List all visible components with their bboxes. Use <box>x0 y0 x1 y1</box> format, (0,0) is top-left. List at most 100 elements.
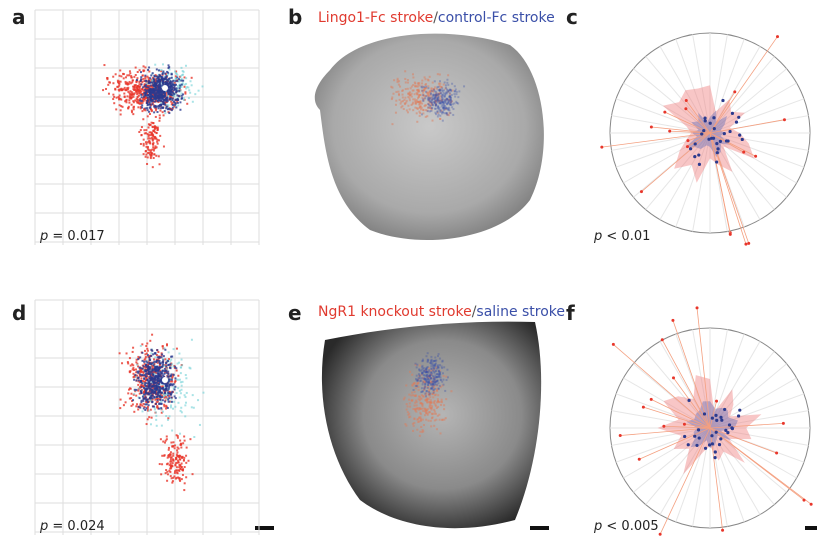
trace-dot <box>422 94 424 96</box>
trace-dot <box>137 377 139 379</box>
trace-dot <box>434 80 436 82</box>
stat-value: < 0.01 <box>606 229 650 244</box>
endpoint <box>662 425 665 428</box>
trace-dot <box>113 96 115 98</box>
trace-dot <box>395 100 397 102</box>
endpoint <box>720 419 723 422</box>
trace-dot <box>430 93 432 95</box>
endpoint <box>721 99 724 102</box>
trace-dot <box>142 69 144 71</box>
trace-dot <box>430 407 432 409</box>
trace-dot <box>155 389 157 391</box>
trace-dot <box>173 348 175 350</box>
trace-dot <box>148 127 150 129</box>
trace-dot <box>174 104 176 106</box>
trace-dot <box>147 156 149 158</box>
trace-dot <box>127 91 129 93</box>
trace-dot <box>154 101 156 103</box>
trace-dot <box>132 96 134 98</box>
trace-dot <box>135 376 137 378</box>
trace-dot <box>173 86 175 88</box>
trace-dot <box>175 367 177 369</box>
trace-dot <box>136 79 138 81</box>
trace-dot <box>129 72 131 74</box>
trace-dot <box>143 92 145 94</box>
trace-dot <box>176 94 178 96</box>
trace-dot <box>170 373 172 375</box>
trace-dot <box>425 78 427 80</box>
endpoint <box>659 533 662 536</box>
trace-dot <box>442 372 444 374</box>
trace-dot <box>160 381 162 383</box>
trace-dot <box>184 415 186 417</box>
trace-dot <box>150 124 152 126</box>
trace-dot <box>414 382 416 384</box>
endpoint <box>661 338 664 341</box>
trace-dot <box>164 401 166 403</box>
trace-dot <box>177 99 179 101</box>
trace-dot <box>159 74 161 76</box>
trace-dot <box>179 85 181 87</box>
trace-dot <box>143 98 145 100</box>
trace-dot <box>403 99 405 101</box>
trace-dot <box>424 97 426 99</box>
trace-dot <box>428 104 430 106</box>
trace-dot <box>431 87 433 89</box>
trace-dot <box>137 99 139 101</box>
trace-dot <box>126 74 128 76</box>
trace-dot <box>158 120 160 122</box>
trace-dot <box>414 82 416 84</box>
trace-dot <box>413 405 415 407</box>
trace-dot <box>120 109 122 111</box>
trace-dot <box>142 118 144 120</box>
trace-dot <box>437 97 439 99</box>
trace-dot <box>170 465 172 467</box>
trace-dot <box>439 375 441 377</box>
trace-dot <box>439 102 441 104</box>
trace-dot <box>168 470 170 472</box>
trace-dot <box>135 405 137 407</box>
trace-dot <box>154 95 156 97</box>
trace-dot <box>118 85 120 87</box>
trace-dot <box>456 91 458 93</box>
trace-dot <box>164 349 166 351</box>
trace-dot <box>166 106 168 108</box>
trace-dot <box>138 131 140 133</box>
endpoint <box>754 155 757 158</box>
trace-dot <box>140 71 142 73</box>
trace-dot <box>156 367 158 369</box>
endpoint <box>729 233 732 236</box>
trace-dot <box>141 88 143 90</box>
trace-dot <box>170 375 172 377</box>
trace-dot <box>427 85 429 87</box>
trace-dot <box>145 391 147 393</box>
trace-dot <box>152 126 154 128</box>
trace-dot <box>412 90 414 92</box>
trace-dot <box>180 468 182 470</box>
trace-dot <box>446 89 448 91</box>
trace-dot <box>428 420 430 422</box>
trace-dot <box>152 134 154 136</box>
trace-dot <box>176 451 178 453</box>
trace-dot <box>425 116 427 118</box>
trace-dot <box>425 374 427 376</box>
trace-dot <box>165 370 167 372</box>
trace-dot <box>170 405 172 407</box>
trace-dot <box>135 379 137 381</box>
trace-dot <box>169 93 171 95</box>
endpoint <box>713 127 716 130</box>
trace-dot <box>179 379 181 381</box>
trace-dot <box>143 377 145 379</box>
trace-dot <box>143 393 145 395</box>
trace-dot <box>125 100 127 102</box>
trace-dot <box>421 82 423 84</box>
trace-dot <box>155 138 157 140</box>
trace-dot <box>420 402 422 404</box>
trace-dot <box>408 394 410 396</box>
trace-dot <box>171 456 173 458</box>
trace-dot <box>176 348 178 350</box>
trace-dot <box>424 386 426 388</box>
trace-dot <box>442 98 444 100</box>
trace-dot <box>420 426 422 428</box>
trace-dot <box>458 90 460 92</box>
